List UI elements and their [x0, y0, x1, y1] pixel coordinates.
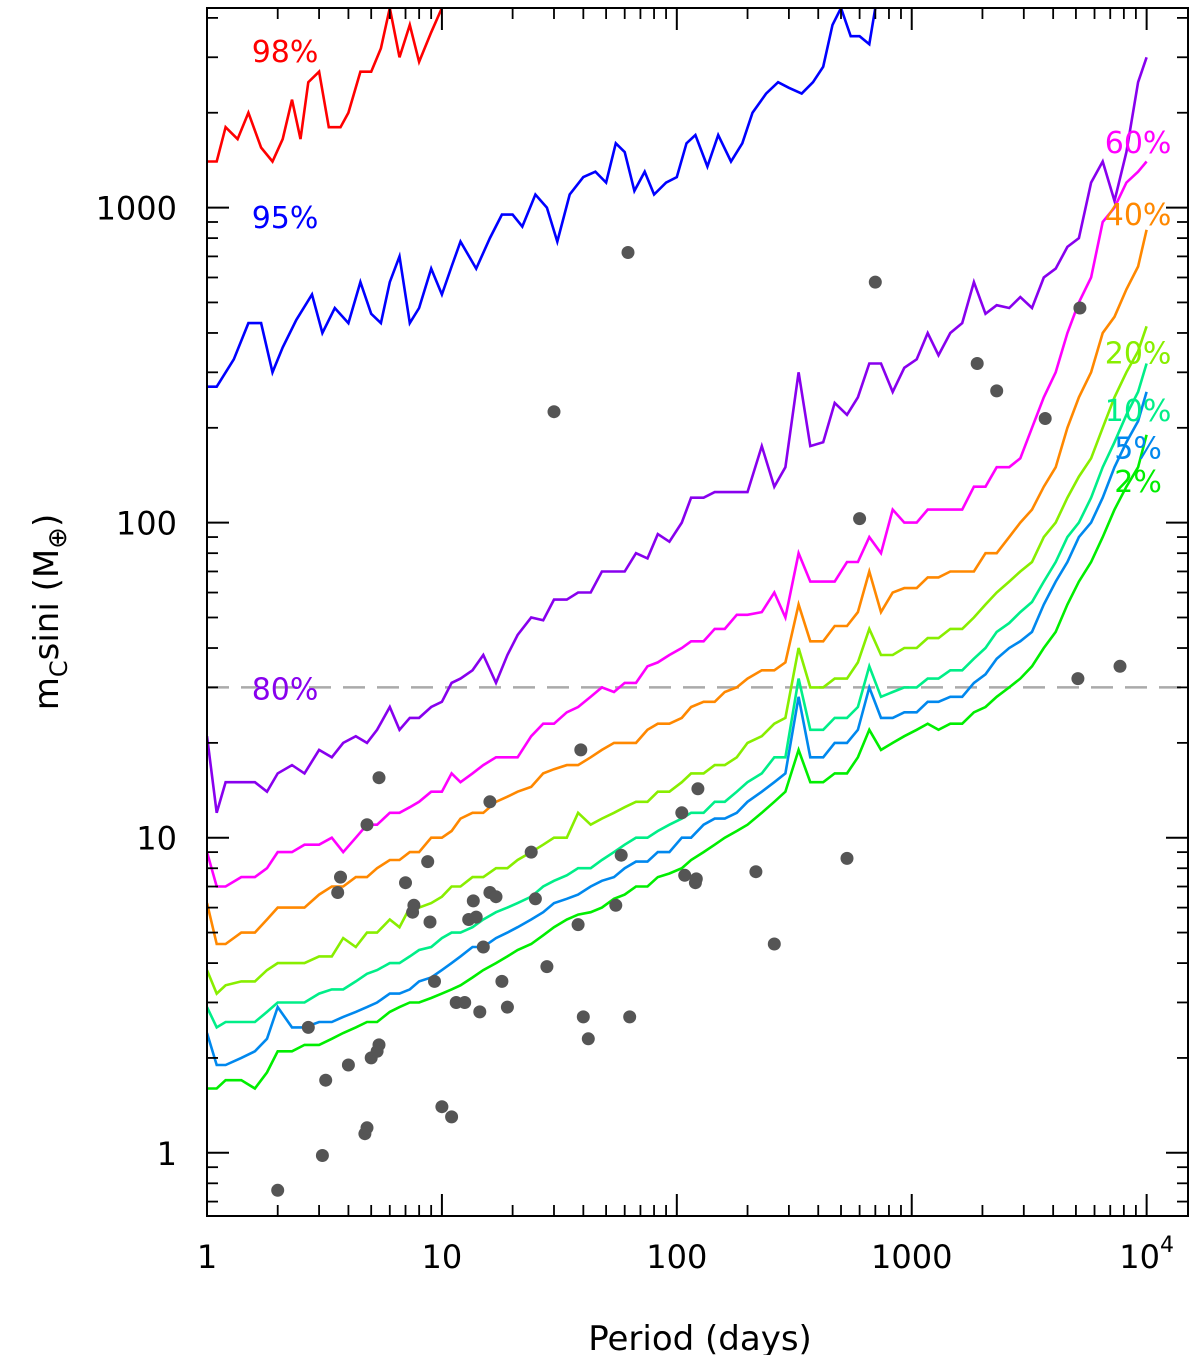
x-axis-title: Period (days) — [588, 1319, 812, 1355]
planet-point-28 — [476, 940, 490, 954]
planet-point-36 — [540, 960, 554, 974]
x-tick-label: 1 — [197, 1238, 217, 1276]
planet-point-14 — [399, 876, 412, 890]
series-line-5pct — [207, 391, 1148, 1067]
series-line-80pct — [207, 56, 1148, 814]
planet-point-16 — [407, 898, 421, 912]
planet-point-17 — [421, 855, 435, 869]
y-axis-title-rest: sini (M — [27, 549, 67, 661]
planet-point-35 — [528, 892, 542, 906]
planet-point-20 — [435, 1100, 449, 1114]
planet-point-52 — [767, 937, 781, 951]
planet-point-59 — [1073, 301, 1087, 315]
planet-point-13 — [331, 886, 345, 899]
y-axis-title-close: ) — [27, 514, 67, 527]
planet-point-55 — [868, 275, 882, 289]
planet-point-54 — [853, 512, 867, 526]
y-axis-title-main: m — [27, 677, 67, 710]
x-tick-label: 100 — [646, 1238, 707, 1276]
planet-point-33 — [500, 1000, 514, 1014]
y-axis-title-unit-sub: ⊕ — [43, 527, 73, 549]
y-tick-label: 10 — [136, 820, 177, 858]
points-layer — [271, 246, 1127, 1197]
planet-point-45 — [623, 1010, 637, 1024]
planet-point-32 — [495, 974, 509, 988]
planet-point-50 — [691, 782, 705, 796]
planet-point-21 — [445, 1110, 459, 1124]
planet-point-40 — [576, 1010, 590, 1024]
x-tick-label: 1000 — [871, 1238, 952, 1276]
planet-point-2 — [301, 1020, 315, 1034]
planet-point-26 — [469, 910, 483, 924]
planet-point-27 — [473, 1005, 487, 1019]
planet-point-42 — [609, 898, 623, 912]
planet-point-10 — [360, 818, 374, 832]
planet-point-43 — [614, 848, 628, 862]
planet-point-18 — [423, 915, 437, 929]
series-label-80pct: 80% — [252, 672, 319, 707]
planet-point-19 — [428, 974, 441, 988]
planet-point-1 — [315, 1149, 329, 1162]
series-line-60pct — [207, 160, 1148, 888]
planet-point-41 — [581, 1032, 595, 1046]
planet-point-53 — [840, 851, 854, 865]
planet-point-60 — [1071, 672, 1085, 686]
planet-point-4 — [341, 1058, 355, 1072]
y-tick-label: 1000 — [96, 190, 177, 228]
y-tick-label: 1 — [157, 1135, 177, 1173]
planet-point-31 — [489, 890, 503, 904]
planet-point-38 — [571, 918, 585, 932]
planet-point-3 — [319, 1073, 333, 1087]
planet-point-56 — [970, 357, 984, 370]
planet-point-39 — [574, 743, 588, 757]
planet-point-51 — [749, 865, 763, 879]
planet-point-61 — [1113, 659, 1127, 673]
axes-layer: 1 10 100 1000 104 1 10 100 1000 — [96, 8, 1188, 1276]
series-label-2pct: 2% — [1114, 465, 1162, 500]
series-label-20pct: 20% — [1105, 337, 1172, 372]
planet-point-49 — [689, 872, 703, 886]
y-axis-title: mCsini (M⊕) — [27, 514, 73, 711]
series-line-98pct — [207, 8, 444, 164]
series-label-98pct: 98% — [252, 35, 319, 70]
planet-point-46 — [675, 806, 689, 820]
series-label-5pct: 5% — [1114, 431, 1162, 466]
planet-point-47 — [678, 868, 692, 882]
planet-point-0 — [271, 1183, 285, 1197]
series-label-95pct: 95% — [252, 201, 319, 236]
planet-point-44 — [621, 246, 635, 259]
planet-point-25 — [466, 894, 480, 908]
planet-point-34 — [524, 845, 538, 859]
series-label-60pct: 60% — [1105, 126, 1172, 161]
planet-point-30 — [483, 795, 497, 809]
planet-point-6 — [360, 1121, 374, 1135]
planet-point-23 — [458, 996, 472, 1009]
series-line-95pct — [207, 8, 877, 389]
planet-point-57 — [990, 384, 1004, 398]
planet-point-11 — [372, 771, 386, 785]
series-line-2pct — [207, 434, 1148, 1091]
plot-frame — [206, 7, 1189, 1217]
y-axis-title-subscript: C — [45, 660, 73, 677]
series-label-10pct: 10% — [1105, 394, 1172, 429]
series-line-10pct — [207, 363, 1148, 1030]
series-line-40pct — [207, 229, 1148, 946]
y-tick-label: 100 — [116, 505, 177, 543]
x-tick-label: 10 — [422, 1238, 463, 1276]
series-layer — [207, 8, 1148, 1091]
series-line-20pct — [207, 325, 1148, 996]
svg-text:mCsini (M⊕): mCsini (M⊕) — [27, 514, 73, 711]
planet-point-12 — [334, 870, 347, 884]
planet-point-37 — [547, 405, 561, 419]
planet-point-58 — [1038, 412, 1052, 425]
x-tick-label: 104 — [1119, 1233, 1174, 1276]
series-label-40pct: 40% — [1105, 198, 1172, 233]
planet-point-9 — [370, 1044, 384, 1058]
series-labels-layer: 98% 95% 80% 60% 40% 20% 10%5%2% — [252, 35, 1172, 707]
